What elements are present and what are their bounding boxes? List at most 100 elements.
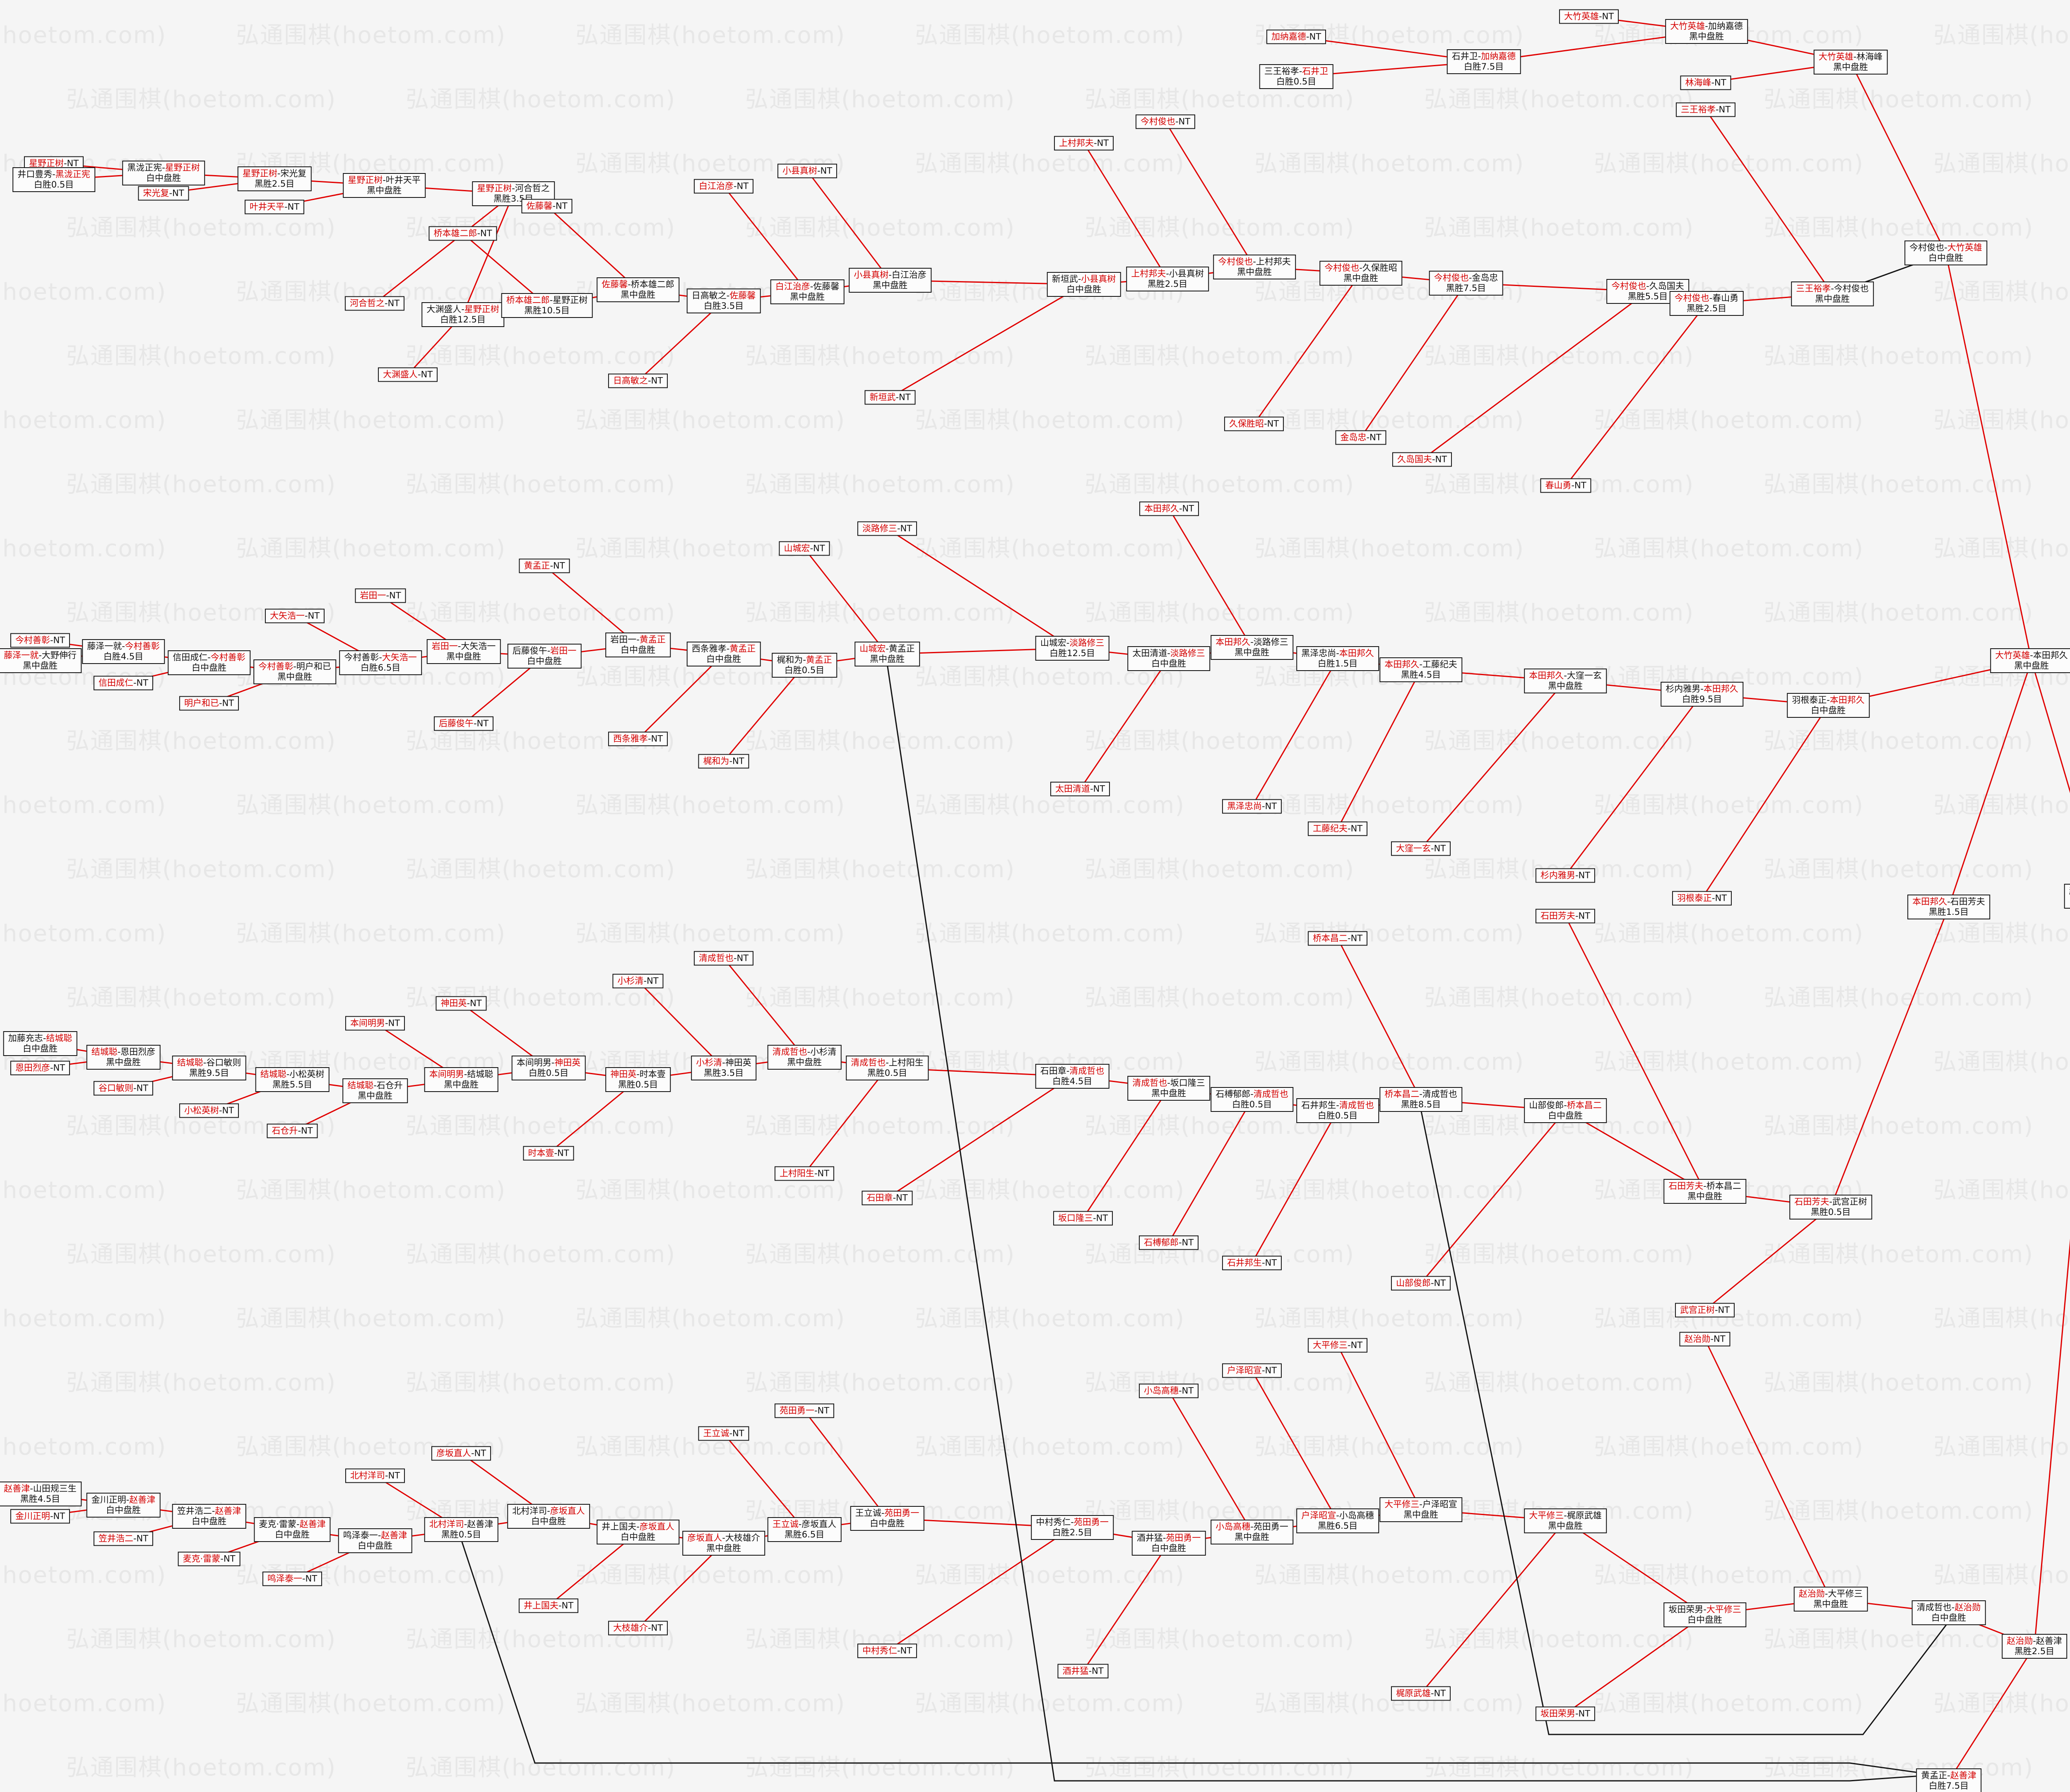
match-text-line: 白胜0.5目	[17, 180, 90, 190]
match-text: -NT	[63, 158, 79, 168]
match-text: -NT	[1178, 1385, 1194, 1396]
match-text-line: 王立诚-彦坂直人	[773, 1519, 837, 1530]
match-text: 清成哲也-	[1916, 1602, 1955, 1612]
winner-name: 小县真树	[782, 166, 817, 176]
match-text: 黑中盘胜	[1234, 1532, 1269, 1542]
winner-name: 大平修三	[1529, 1511, 1564, 1520]
watermark-text: 弘通围棋(hoetom.com)	[1764, 599, 2034, 626]
match-text-line: 黑中盘胜	[1995, 661, 2068, 671]
winner-name: 彦坂直人	[639, 1522, 674, 1532]
match-text-line: 佐藤馨-NT	[526, 201, 567, 212]
match-result-box: 石井卫-加纳嘉德 白胜7.5目	[1447, 49, 1521, 74]
match-result-box: 本田邦久-石田芳夫 黑胜1.5目	[1907, 895, 1990, 919]
winner-name: 加纳嘉德	[1481, 51, 1516, 61]
winner-name: 本田邦久	[1703, 684, 1738, 694]
watermark-text: 弘通围棋(hoetom.com)	[0, 1690, 167, 1717]
watermark-text: 弘通围棋(hoetom.com)	[0, 1305, 167, 1332]
match-text: -NT	[1261, 1365, 1277, 1376]
winner-name: 星野正树	[477, 183, 512, 193]
match-text-line: 黑胜0.5目	[1794, 1207, 1867, 1217]
match-text-line: 黑中盘胜	[1796, 294, 1869, 304]
player-box: 上村邦夫-NT	[1054, 136, 1114, 151]
winner-name: 彦坂直人	[436, 1448, 471, 1458]
match-result-box: 羽根泰正-本田邦久 白中盘胜	[1787, 693, 1870, 718]
match-text-line: 北村洋司-赵善津	[429, 1519, 493, 1530]
match-text: -NT	[554, 1148, 569, 1158]
match-text: -河合哲之	[512, 183, 550, 193]
winner-name: 大窪一玄	[1396, 843, 1431, 854]
match-result-box: 清成哲也-上村阳生 黑胜0.5目	[846, 1056, 929, 1080]
match-text-line: 春山勇-NT	[1545, 481, 1586, 491]
match-text-line: 杉内雅男-NT	[1540, 871, 1590, 881]
match-text-line: 宋光复-NT	[143, 188, 184, 199]
match-text-line: 本田邦久-大窪一玄	[1529, 671, 1602, 681]
winner-advance-line	[1422, 291, 1648, 460]
watermark-text: 弘通围棋(hoetom.com)	[1085, 984, 1355, 1011]
match-text-line: 清成哲也-坂口隆三	[1132, 1078, 1205, 1088]
winner-advance-line	[1253, 273, 1362, 424]
match-result-box: 星野正树-宋光复 黑胜2.5目	[237, 166, 312, 191]
match-text: -小松英树	[286, 1069, 325, 1079]
match-text: -NT	[384, 298, 400, 308]
watermark-text: 弘通围棋(hoetom.com)	[1085, 1754, 1355, 1781]
winner-name: 小岛高穗	[1216, 1522, 1251, 1532]
winner-advance-line	[637, 653, 724, 740]
match-result-box: 清成哲也-小杉清 黑中盘胜	[767, 1045, 842, 1070]
watermark-text: 弘通围棋(hoetom.com)	[406, 86, 676, 113]
match-text: -NT	[647, 734, 663, 744]
match-text: 黑胜5.5目	[1627, 291, 1668, 301]
match-text-line: 白中盘胜	[610, 645, 666, 655]
winner-advance-line	[1830, 907, 1950, 1207]
match-text-line: 石井邦生-NT	[1227, 1258, 1277, 1268]
winner-name: 赵善津	[1950, 1770, 1976, 1780]
match-text: 白中盘胜	[22, 1044, 58, 1054]
match-text: 石榑郁郎-	[1216, 1089, 1254, 1099]
winner-advance-line	[804, 1410, 888, 1519]
match-text-line: 大平修三-NT	[1313, 1340, 1362, 1351]
winner-name: 本田邦久	[1912, 897, 1947, 907]
winner-name: 石仓升	[272, 1126, 298, 1136]
match-text: 黑胜4.5目	[1401, 670, 1441, 680]
watermark-text: 弘通围棋(hoetom.com)	[1764, 214, 2034, 241]
watermark-text: 弘通围棋(hoetom.com)	[1594, 920, 1864, 947]
match-text: 黑胜6.5目	[784, 1530, 825, 1539]
winner-name: 加纳嘉德	[1271, 31, 1306, 42]
winner-advance-line	[804, 548, 888, 654]
winner-name: 工藤纪夫	[1312, 823, 1348, 834]
match-text: 黑中盘胜	[1234, 647, 1269, 657]
player-box: 山部俊郎-NT	[1391, 1276, 1451, 1291]
winner-name: 上村邦夫	[1131, 269, 1166, 279]
winner-name: 石田芳夫	[1794, 1197, 1829, 1207]
match-text: -NT	[733, 953, 749, 963]
match-result-box: 清成哲也-坂口隆三 黑中盘胜	[1127, 1076, 1210, 1101]
player-box: 叶井天平-NT	[244, 200, 305, 214]
winner-name: 小岛高穗	[1143, 1385, 1179, 1396]
winner-name: 桥本昌二	[1312, 933, 1348, 943]
winner-name: 鸣泽泰一	[267, 1573, 302, 1584]
match-text: 今村善彰-	[344, 652, 382, 662]
winner-name: 大竹英雄	[1564, 11, 1599, 22]
match-result-box: 金川正明-赵善津 白中盘胜	[86, 1493, 161, 1518]
player-box: 王立诚-NT	[698, 1426, 749, 1441]
match-text-line: 大平修三-户泽昭宣	[1384, 1499, 1457, 1510]
match-result-box: 星野正树-河合哲之 黑胜3.5目	[472, 181, 555, 206]
match-text-line: 户泽昭宣-NT	[1227, 1366, 1277, 1376]
winner-name: 羽根泰正	[1677, 893, 1712, 903]
match-text: -工藤纪夫	[1419, 659, 1457, 669]
match-text: 黄孟正-	[1921, 1770, 1950, 1780]
winner-name: 石田章	[867, 1193, 893, 1203]
match-text-line: 今村俊也-金岛忠	[1434, 273, 1498, 283]
match-text: -彦坂直人	[798, 1519, 837, 1529]
player-box: 石榑郁郎-NT	[1138, 1235, 1199, 1250]
match-text-line: 白中盘胜	[1917, 1613, 1981, 1623]
watermark-text: 弘通围棋(hoetom.com)	[66, 86, 337, 113]
match-text-line: 黑中盘胜	[775, 292, 840, 302]
player-box: 清成哲也-NT	[693, 951, 754, 966]
match-text-line: 黑胜2.5目	[243, 179, 307, 189]
watermark-text: 弘通围棋(hoetom.com)	[575, 22, 846, 49]
winner-advance-line	[1948, 1646, 2035, 1781]
match-text-line: 今村善彰-大矢浩一	[344, 652, 417, 663]
match-text: 白中盘胜	[869, 1518, 905, 1528]
watermark-text: 弘通围棋(hoetom.com)	[0, 920, 167, 947]
winner-name: 黄孟正	[729, 644, 756, 654]
